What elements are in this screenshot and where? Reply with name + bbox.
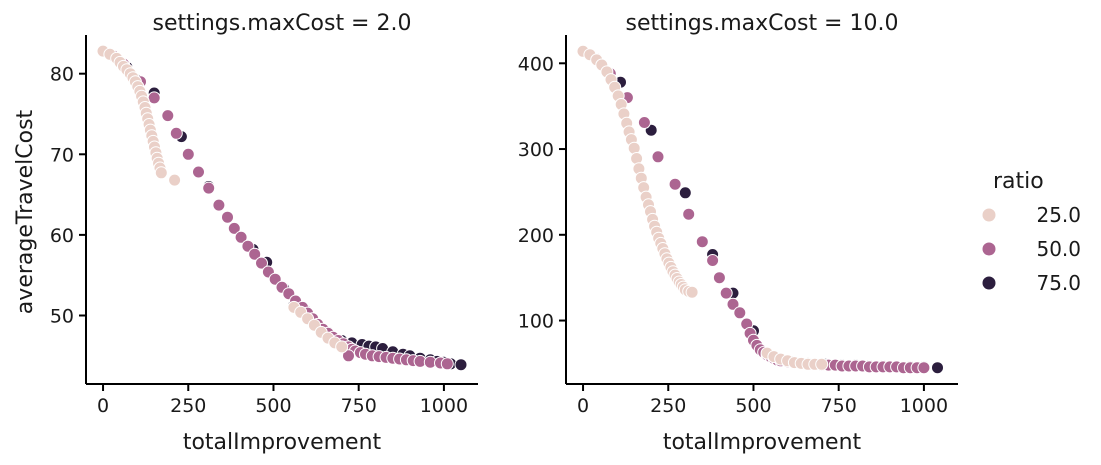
y-axis-label: averageTravelCost <box>13 109 38 314</box>
data-point-ratio-75.0 <box>678 186 692 200</box>
data-point-ratio-50.0 <box>637 116 651 129</box>
data-point-ratio-50.0 <box>440 357 454 371</box>
y-tick-label: 200 <box>518 225 554 247</box>
x-tick-label: 500 <box>255 395 291 417</box>
data-point-ratio-50.0 <box>695 235 709 249</box>
legend-label: 25.0 <box>1036 203 1081 227</box>
y-tick-label: 70 <box>50 144 74 166</box>
y-tick-label: 300 <box>518 139 554 161</box>
data-point-ratio-50.0 <box>706 254 720 267</box>
legend-label: 50.0 <box>1036 237 1081 261</box>
data-point-ratio-50.0 <box>342 349 355 363</box>
x-axis-label: totalImprovement <box>183 430 382 455</box>
y-tick-label: 50 <box>50 305 74 327</box>
panel-title: settings.maxCost = 2.0 <box>153 11 412 36</box>
data-point-ratio-50.0 <box>169 126 183 140</box>
data-point-ratio-50.0 <box>733 306 747 320</box>
legend-marker <box>981 241 997 257</box>
data-point-ratio-50.0 <box>202 181 216 195</box>
data-point-ratio-50.0 <box>712 271 726 285</box>
data-point-ratio-50.0 <box>682 207 696 221</box>
data-point-ratio-25.0 <box>815 357 829 371</box>
x-tick-label: 500 <box>735 395 771 417</box>
data-point-ratio-50.0 <box>255 256 268 270</box>
legend: ratio 25.0 50.0 75.0 <box>981 169 1081 295</box>
data-point-ratio-75.0 <box>931 361 944 375</box>
data-point-ratio-25.0 <box>685 285 699 299</box>
panel-maxcost-2: settings.maxCost = 2.0 totalImprovement … <box>13 11 478 455</box>
x-tick-label: 750 <box>341 395 377 417</box>
x-tick-label: 250 <box>650 395 686 417</box>
data-point-ratio-50.0 <box>719 286 733 300</box>
legend-items: 25.0 50.0 75.0 <box>981 203 1081 295</box>
x-tick-label: 0 <box>97 395 109 417</box>
points-layer <box>576 44 944 375</box>
x-tick-label: 1000 <box>900 395 948 417</box>
data-point-ratio-50.0 <box>227 221 241 235</box>
panel-maxcost-10: settings.maxCost = 10.0 totalImprovement… <box>518 11 958 455</box>
data-point-ratio-50.0 <box>651 150 665 164</box>
data-point-ratio-50.0 <box>248 247 262 261</box>
data-point-ratio-50.0 <box>726 297 740 311</box>
x-axis-label: totalImprovement <box>663 430 862 455</box>
data-point-ratio-25.0 <box>168 173 182 187</box>
data-point-ratio-50.0 <box>234 230 248 244</box>
legend-marker <box>981 275 997 291</box>
data-point-ratio-25.0 <box>154 166 168 180</box>
legend-label: 75.0 <box>1036 271 1081 295</box>
x-tick-label: 250 <box>170 395 206 417</box>
data-point-ratio-25.0 <box>335 340 349 354</box>
axes: 0 250 500 750 1000 50 60 70 80 <box>50 35 478 417</box>
axes: 0 250 500 750 1000 100 200 300 400 <box>518 35 958 417</box>
data-point-ratio-50.0 <box>181 147 195 161</box>
panel-title: settings.maxCost = 10.0 <box>626 11 899 36</box>
x-tick-label: 750 <box>821 395 857 417</box>
y-tick-label: 60 <box>50 225 74 247</box>
y-tick-label: 80 <box>50 64 74 86</box>
x-tick-label: 1000 <box>420 395 468 417</box>
data-point-ratio-75.0 <box>454 358 468 372</box>
legend-marker <box>981 207 997 223</box>
data-point-ratio-50.0 <box>668 177 682 191</box>
data-point-ratio-50.0 <box>192 165 205 179</box>
y-tick-label: 100 <box>518 311 554 333</box>
points-layer <box>96 44 468 372</box>
data-point-ratio-50.0 <box>917 361 931 375</box>
y-tick-label: 400 <box>518 53 554 75</box>
x-tick-label: 0 <box>577 395 589 417</box>
legend-title: ratio <box>993 169 1044 194</box>
data-point-ratio-50.0 <box>221 210 234 224</box>
data-point-ratio-50.0 <box>161 109 175 123</box>
data-point-ratio-50.0 <box>212 198 226 212</box>
data-point-ratio-50.0 <box>147 91 161 105</box>
